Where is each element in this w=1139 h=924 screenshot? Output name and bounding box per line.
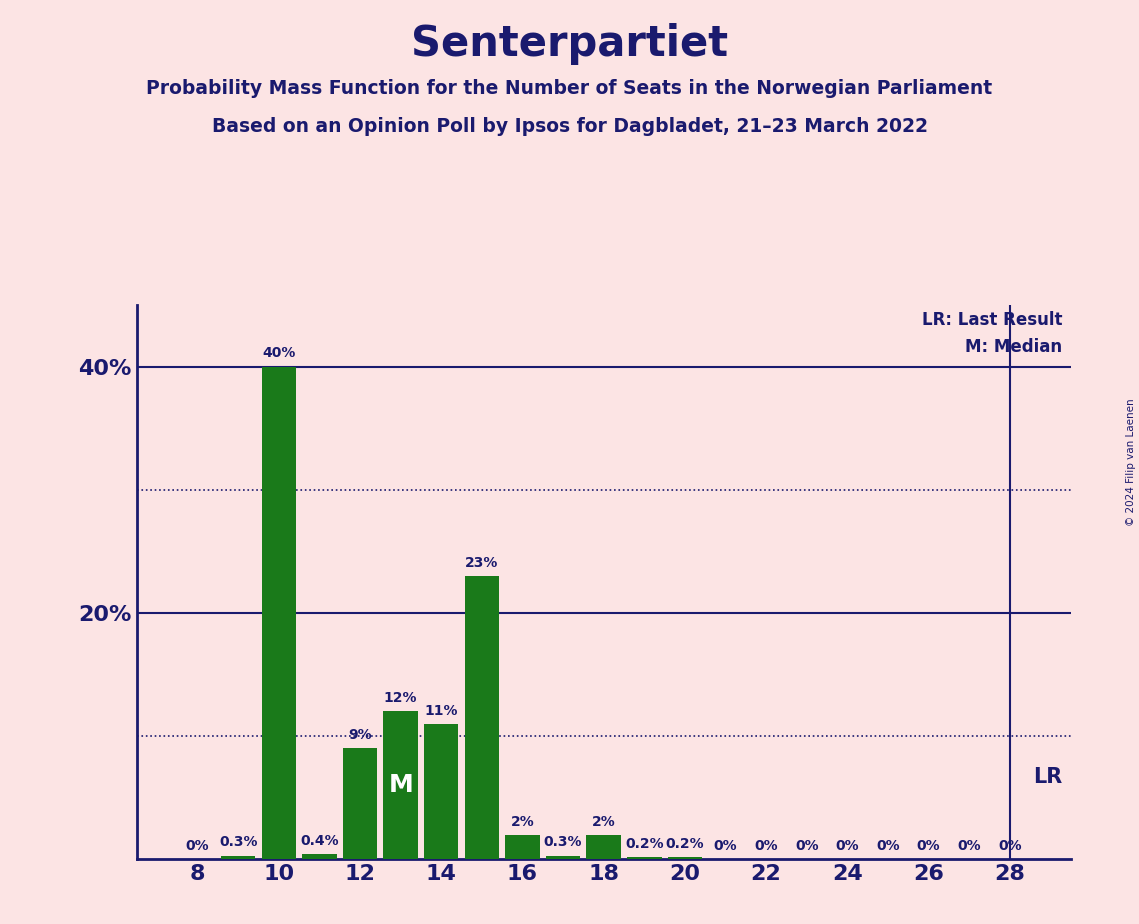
Text: 0.2%: 0.2% [665, 837, 704, 851]
Text: M: M [388, 773, 413, 797]
Text: LR: LR [1033, 767, 1063, 787]
Bar [221, 856, 255, 859]
Text: 11%: 11% [425, 704, 458, 718]
Text: M: Median: M: Median [966, 338, 1063, 356]
Text: 0.2%: 0.2% [625, 837, 664, 851]
Bar [343, 748, 377, 859]
Text: 12%: 12% [384, 691, 417, 705]
Text: 40%: 40% [262, 346, 295, 360]
Text: 0%: 0% [714, 839, 737, 853]
Text: Senterpartiet: Senterpartiet [411, 23, 728, 65]
Text: Based on an Opinion Poll by Ipsos for Dagbladet, 21–23 March 2022: Based on an Opinion Poll by Ipsos for Da… [212, 117, 927, 137]
Text: 0.3%: 0.3% [543, 835, 582, 849]
Text: 2%: 2% [592, 815, 615, 829]
Text: 0%: 0% [795, 839, 819, 853]
Text: 0%: 0% [186, 839, 210, 853]
Bar [262, 367, 296, 859]
Text: 0%: 0% [917, 839, 941, 853]
Text: 0%: 0% [876, 839, 900, 853]
Bar [384, 711, 418, 859]
Bar [546, 856, 580, 859]
Text: 9%: 9% [349, 728, 371, 742]
Bar [465, 576, 499, 859]
Text: 0%: 0% [754, 839, 778, 853]
Text: Probability Mass Function for the Number of Seats in the Norwegian Parliament: Probability Mass Function for the Number… [147, 79, 992, 98]
Bar [424, 723, 459, 859]
Bar [302, 855, 337, 859]
Bar [587, 834, 621, 859]
Bar [667, 857, 702, 859]
Text: 0.4%: 0.4% [300, 834, 338, 848]
Text: LR: Last Result: LR: Last Result [923, 311, 1063, 329]
Bar [626, 857, 662, 859]
Text: 2%: 2% [510, 815, 534, 829]
Text: © 2024 Filip van Laenen: © 2024 Filip van Laenen [1126, 398, 1136, 526]
Text: 0.3%: 0.3% [219, 835, 257, 849]
Text: 0%: 0% [957, 839, 981, 853]
Text: 0%: 0% [836, 839, 859, 853]
Bar [506, 834, 540, 859]
Text: 0%: 0% [998, 839, 1022, 853]
Text: 23%: 23% [465, 556, 499, 570]
